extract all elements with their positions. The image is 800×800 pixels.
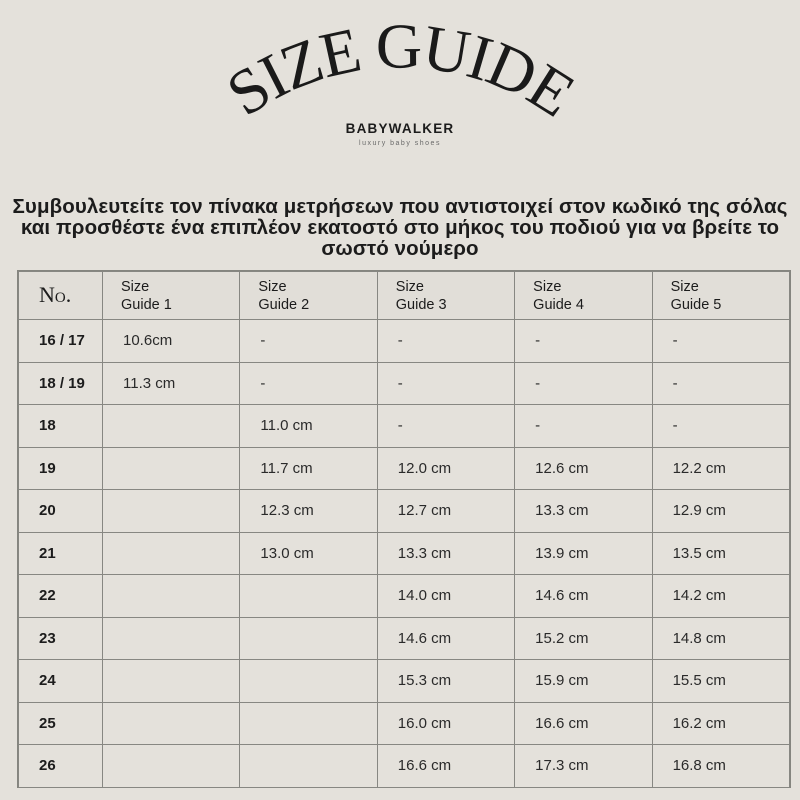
svg-text:SIZE GUIDE: SIZE GUIDE [215, 10, 586, 129]
